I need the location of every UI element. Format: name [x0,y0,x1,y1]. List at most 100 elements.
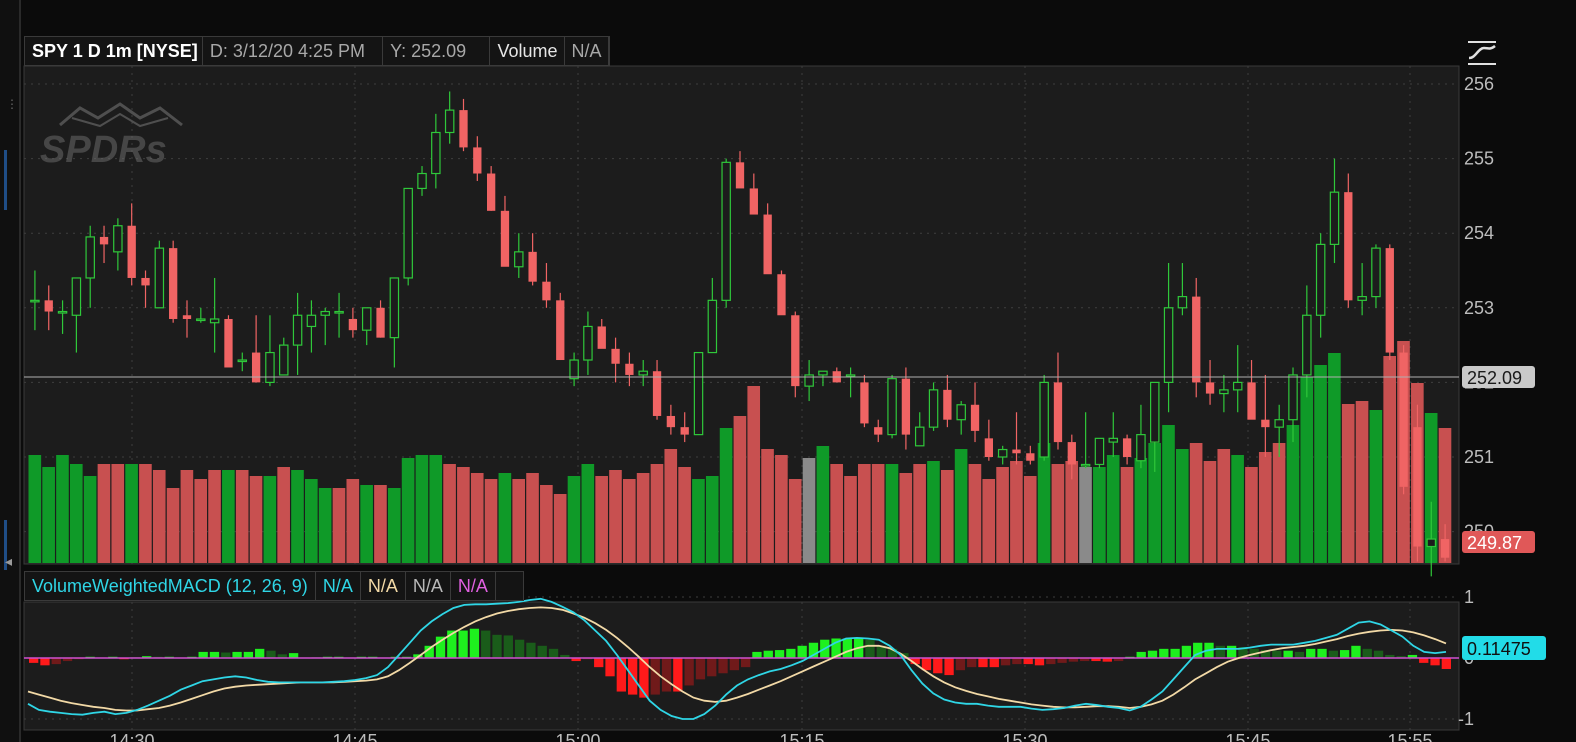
volume-bar [360,485,373,563]
volume-bar [526,473,539,563]
macd-histogram-bar [447,630,457,658]
macd-value-readout: N/A [316,572,361,600]
date-readout: D: 3/12/20 4:25 PM [203,37,384,65]
candle-body-down [1344,192,1353,301]
macd-histogram-bar [424,645,434,658]
macd-histogram-bar [797,645,807,658]
volume-bar [1148,443,1161,563]
candle-body-up [265,351,275,383]
drag-handle-icon[interactable]: ⋮ [6,97,18,111]
candle-body-down [251,352,261,383]
price-tick-label: 254 [1464,223,1494,243]
volume-bar [954,449,968,563]
candle-body-up [85,236,95,279]
macd-histogram-bar [435,636,446,658]
macd-histogram-bar [1373,650,1384,658]
candle-body-up [306,314,317,328]
candle-body-down [777,274,786,316]
candle-body-down [652,371,662,416]
volume-bar [1383,356,1396,563]
macd-histogram-bar [605,658,615,677]
candle-body-up [804,374,814,387]
candle-body-down [1247,382,1256,420]
macd-histogram-bar [1328,650,1338,658]
volume-bar [1438,428,1452,563]
volume-bar [429,455,443,563]
candle-body-up [638,370,648,376]
volume-bar [1065,461,1079,563]
volume-bar [512,479,526,563]
candle-body-up [1371,247,1381,298]
macd-histogram-bar [51,658,61,665]
candle-body-up [1288,374,1298,421]
volume-bar [28,455,42,563]
symbol-label[interactable]: SPY 1 D 1m [NYSE] [25,37,203,65]
volume-label[interactable]: Volume [490,37,565,65]
volume-bar [1079,467,1092,563]
macd-histogram-bar [243,651,254,658]
volume-bar [802,458,816,563]
macd-histogram-bar [1260,650,1271,658]
candle-body-down [182,315,192,319]
macd-histogram-bar [1396,656,1406,658]
candle-body-down [486,173,496,211]
macd-lines [24,597,1459,720]
study-name-label[interactable]: VolumeWeightedMACD (12, 26, 9) [25,572,316,600]
candle-body-up [292,314,303,346]
collapse-arrow-icon[interactable]: ◂ [5,554,12,570]
candle-body-up [887,378,897,436]
chart-style-icon[interactable] [1466,38,1498,68]
volume-bar [374,485,387,563]
macd-histogram-bar [1317,648,1327,658]
svg-text:0.11475: 0.11475 [1467,639,1531,659]
candle-body-up [57,310,68,314]
volume-bar [733,416,747,563]
candle-body-up [403,187,413,279]
volume-bar [1314,365,1327,563]
macd-histogram-bar [1294,651,1305,658]
macd-histogram-bar [707,658,717,677]
volume-bar [1010,461,1023,563]
macd-histogram-bar [887,648,898,658]
macd-histogram-bar [514,639,525,658]
volume-bar [125,464,138,563]
volume-bar [664,449,678,563]
candle-body-up [30,299,40,303]
macd-histogram-bar [1226,645,1237,658]
candle-body-down [1192,296,1201,383]
candle-body-up [154,247,165,309]
macd-histogram-bar [548,648,559,658]
macd-histogram-bar [1136,651,1146,658]
macd-histogram-bar [684,658,694,686]
volume-bar [1355,401,1369,563]
last-price-bubble: 249.87 [1462,531,1535,553]
candle-body-up [209,318,220,324]
macd-histogram-bar [1272,650,1282,658]
macd-histogram-bar [695,658,706,680]
macd-histogram-bar [876,645,886,658]
volume-bar [830,464,843,563]
volume-bar [443,464,456,563]
macd-histogram-bar [571,658,581,662]
macd-histogram-bar [831,638,841,658]
macd-histogram-bar [221,652,231,658]
macd-histogram-bar [741,658,751,668]
macd-histogram-bar [921,658,932,671]
candle-body-down [473,147,482,174]
macd-histogram-bar [1000,658,1011,666]
macd-histogram-bar [1283,650,1293,658]
macd-histogram-bar [1407,654,1418,658]
candle-body-down [1026,453,1035,461]
macd-diff-readout: N/A [406,572,451,600]
volume-bar [553,494,567,563]
candle-body-up [279,344,289,376]
candle-body-down [1440,539,1450,558]
time-tick-label: 15:15 [779,731,824,742]
macd-histogram-bar [774,650,785,658]
candle-body-down [44,300,53,312]
y-readout: Y: 252.09 [383,37,491,65]
volume-bar [885,464,899,563]
volume-bar [940,470,954,563]
